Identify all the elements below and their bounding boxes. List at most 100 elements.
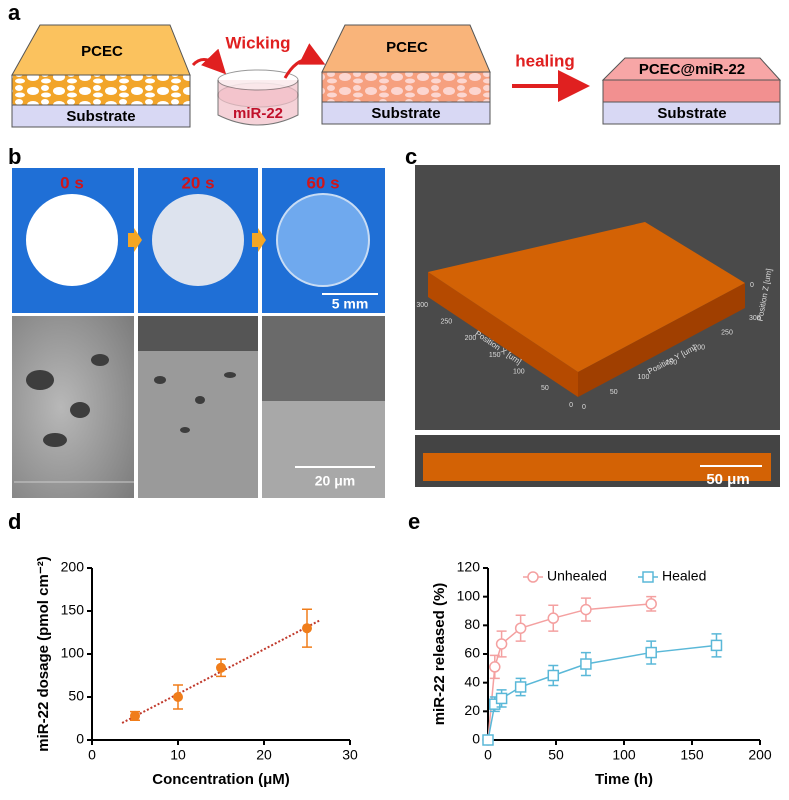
y-tick-label: 200 <box>61 559 85 575</box>
panel-label: d <box>8 509 21 534</box>
tick-label: 50 <box>610 389 618 396</box>
y-axis-label: miR-22 dosage (pmol cm⁻²) <box>35 556 52 751</box>
y-tick-label: 60 <box>464 645 480 661</box>
point <box>547 612 560 624</box>
point <box>173 692 183 702</box>
dish-body <box>217 80 299 126</box>
slab-top <box>428 222 745 372</box>
legend-label: Healed <box>662 568 706 584</box>
film <box>152 194 244 286</box>
healed-layer <box>602 79 781 103</box>
point <box>580 603 592 616</box>
tick-label: 250 <box>721 330 733 337</box>
tick-label: 200 <box>465 335 477 342</box>
tick-label: 300 <box>749 315 761 322</box>
arrow <box>191 48 227 75</box>
y-tick-label: 50 <box>68 688 84 704</box>
label: PCEC@miR-22 <box>639 61 745 78</box>
y-tick-label: 40 <box>464 673 480 689</box>
y-tick-label: 150 <box>61 602 85 618</box>
film <box>276 193 370 287</box>
y-axis-label: miR-22 released (%) <box>431 583 448 726</box>
trend-line <box>121 619 321 724</box>
tick-label: 50 <box>541 385 549 392</box>
sem-region <box>138 316 258 351</box>
scale-label: 20 μm <box>315 473 355 489</box>
slab-side <box>578 283 745 397</box>
arrow <box>283 43 326 79</box>
point <box>645 646 657 659</box>
label: healing <box>515 51 575 70</box>
label: Substrate <box>66 108 135 125</box>
label: Substrate <box>371 105 440 122</box>
x-axis-label: Concentration (μM) <box>152 771 290 788</box>
label: PCEC <box>386 39 428 56</box>
film <box>26 194 118 286</box>
legend-marker <box>642 571 654 583</box>
y-tick-label: 120 <box>457 559 481 575</box>
y-tick-label: 80 <box>464 616 480 632</box>
legend-label: Unhealed <box>547 568 607 584</box>
arrow <box>252 228 266 252</box>
x-tick-label: 0 <box>484 747 492 763</box>
legend-marker <box>527 571 539 583</box>
substrate <box>321 101 491 125</box>
confocal-ticks: 300 250 200 150 100 50 0 0 50 100 150 200 250 300 0 <box>416 282 760 411</box>
slab-side <box>428 272 578 397</box>
arrow <box>128 228 142 252</box>
point <box>482 734 494 746</box>
point <box>216 662 226 673</box>
x-tick-label: 0 <box>88 747 96 763</box>
substrate <box>11 104 191 128</box>
pores <box>26 354 236 447</box>
y-tick-label: 100 <box>61 645 85 661</box>
x-tick-label: 50 <box>548 747 564 763</box>
series-line <box>487 603 652 741</box>
y-tick-label: 0 <box>472 731 480 747</box>
point <box>302 623 312 634</box>
tick-label: 250 <box>440 319 452 326</box>
point <box>580 658 592 670</box>
point <box>495 692 508 705</box>
tick-label: 0 <box>569 402 573 409</box>
scale-label: 50 μm <box>706 471 749 488</box>
point <box>514 622 527 634</box>
time-label: 60 s <box>306 173 339 192</box>
time-label: 20 s <box>181 173 214 192</box>
x-axis-label: Time (h) <box>595 771 653 788</box>
confocal <box>415 165 780 487</box>
label: Wicking <box>225 33 290 52</box>
panel-label: e <box>408 509 420 534</box>
photos <box>12 168 385 498</box>
tick-label: 0 <box>582 404 586 411</box>
label: miR-22 <box>233 105 283 122</box>
tick-label: 100 <box>638 374 650 381</box>
y-tick-label: 20 <box>464 702 480 718</box>
x-tick-label: 100 <box>612 747 636 763</box>
y-tick-label: 0 <box>76 731 84 747</box>
point <box>489 661 501 673</box>
panel-label: b <box>8 144 21 169</box>
scale-label: 5 mm <box>332 296 369 312</box>
scheme <box>11 24 782 128</box>
x-tick-label: 10 <box>170 747 186 763</box>
tick-label: 150 <box>666 359 678 366</box>
x-tick-label: 200 <box>748 747 772 763</box>
substrate <box>602 101 781 125</box>
label: PCEC <box>81 43 123 60</box>
x-tick-label: 20 <box>256 747 272 763</box>
panel-label: a <box>8 0 21 25</box>
x-tick-label: 30 <box>342 747 358 763</box>
dish-rim <box>217 69 299 91</box>
y-tick-label: 100 <box>457 587 481 603</box>
point <box>130 710 140 721</box>
point <box>547 669 560 682</box>
porous-layer <box>11 74 191 106</box>
point <box>514 681 527 693</box>
tick-label: 200 <box>693 345 705 352</box>
porous-layer <box>321 71 491 103</box>
label: Substrate <box>657 105 726 122</box>
point <box>645 598 657 610</box>
